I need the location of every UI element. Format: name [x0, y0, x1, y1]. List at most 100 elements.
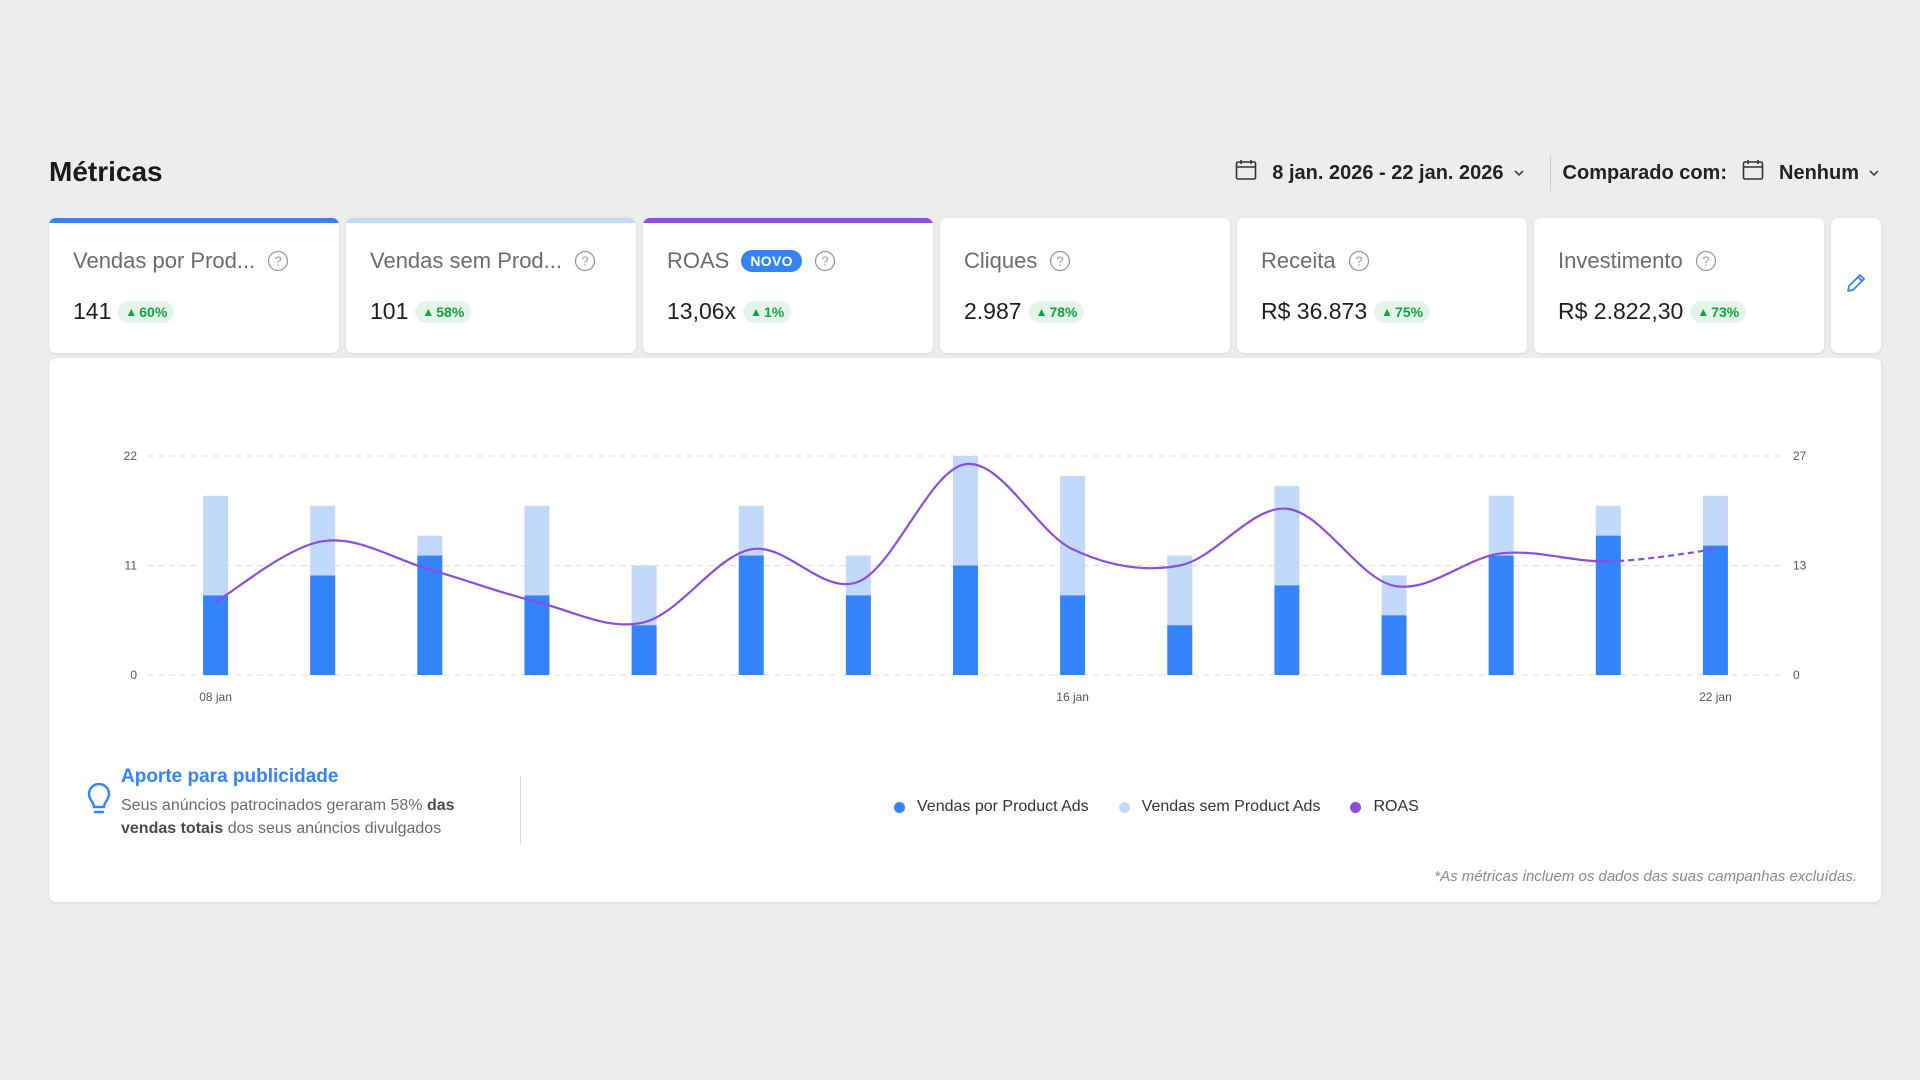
metric-card-cliques[interactable]: Cliques ? 2.987 ▲ 78% — [940, 218, 1230, 353]
y-left-tick-label: 0 — [130, 668, 137, 682]
chart-panel: 0 0 11 13 22 27 08 jan 16 jan 22 jan Aporte para… — [49, 358, 1881, 902]
card-value: 2.987 — [964, 298, 1022, 324]
legend-label: Vendas sem Product Ads — [1141, 798, 1321, 815]
arrow-up-icon: ▲ — [1035, 304, 1048, 319]
x-tick-label: 08 jan — [199, 690, 232, 704]
insight-text-part: dos seus anúncios divulgados — [223, 820, 442, 837]
svg-text:?: ? — [581, 254, 588, 269]
page-title: Métricas — [49, 156, 163, 187]
card-label-row: ROAS NOVO ? — [667, 248, 836, 274]
card-label-row: Vendas sem Prod... ? — [370, 248, 596, 274]
metric-card-investimento[interactable]: Investimento ? R$ 2.822,30 ▲ 73% — [1534, 218, 1824, 353]
new-badge: NOVO — [741, 250, 802, 272]
header-divider — [1549, 155, 1551, 191]
metric-card-receita[interactable]: Receita ? R$ 36.873 ▲ 75% — [1237, 218, 1527, 353]
delta-value: 60% — [139, 303, 168, 320]
legend-item-roas[interactable]: ROAS — [1350, 798, 1419, 816]
delta-value: 73% — [1711, 303, 1740, 320]
help-icon[interactable]: ? — [1348, 250, 1370, 272]
delta-value: 75% — [1395, 303, 1424, 320]
arrow-up-icon: ▲ — [422, 304, 435, 319]
bar-vendas-por-product-ads — [1381, 615, 1407, 675]
card-label: Investimento — [1558, 248, 1683, 273]
card-value: R$ 36.873 — [1261, 298, 1368, 324]
card-accent-bar — [346, 218, 636, 223]
insight-title[interactable]: Aporte para publicidade — [121, 766, 339, 787]
bar-vendas-sem-product-ads — [1488, 495, 1514, 556]
metrics-page: Métricas 8 jan. 2026 - 22 jan. 2026 Comp… — [49, 150, 1881, 902]
calendar-icon — [1741, 158, 1765, 188]
legend-label: Vendas por Product Ads — [917, 798, 1089, 815]
delta-value: 1% — [763, 303, 785, 320]
delta-value: 78% — [1049, 303, 1078, 320]
card-value-row: R$ 36.873 ▲ 75% — [1261, 298, 1431, 325]
arrow-up-icon: ▲ — [1697, 304, 1710, 319]
compare-control: Comparado com: Nenhum — [1563, 158, 1881, 188]
legend-label: ROAS — [1373, 798, 1419, 815]
bar-vendas-por-product-ads — [631, 625, 657, 675]
insight-text-bold: das vendas totais — [121, 797, 455, 837]
date-range-label: 8 jan. 2026 - 22 jan. 2026 — [1272, 161, 1504, 184]
chevron-down-icon — [1867, 166, 1881, 180]
legend-item-vendas-por-product-ads[interactable]: Vendas por Product Ads — [894, 798, 1089, 816]
lightbulb-icon — [85, 766, 121, 840]
bar-vendas-sem-product-ads — [1381, 575, 1407, 616]
card-label-row: Receita ? — [1261, 248, 1370, 274]
card-label: Cliques — [964, 248, 1038, 273]
card-label: Vendas por Prod... — [73, 248, 256, 273]
metric-card-vendas-por-product-ads[interactable]: Vendas por Prod... ? 141 ▲ 60% — [49, 218, 339, 353]
help-icon[interactable]: ? — [267, 250, 289, 272]
svg-text:?: ? — [1355, 254, 1362, 269]
help-icon[interactable]: ? — [814, 250, 836, 272]
compare-label: Comparado com: — [1562, 161, 1727, 184]
metrics-header: Métricas 8 jan. 2026 - 22 jan. 2026 Comp… — [49, 150, 1881, 196]
card-label: Receita — [1261, 248, 1336, 273]
delta-value: 58% — [436, 303, 465, 320]
bar-vendas-por-product-ads — [1167, 625, 1193, 675]
legend-item-vendas-sem-product-ads[interactable]: Vendas sem Product Ads — [1118, 798, 1321, 816]
help-icon[interactable]: ? — [1049, 250, 1071, 272]
svg-text:?: ? — [821, 254, 828, 269]
bar-vendas-por-product-ads — [1274, 585, 1300, 675]
bar-vendas-sem-product-ads — [631, 565, 657, 626]
calendar-icon — [1234, 158, 1258, 188]
bar-vendas-sem-product-ads — [203, 495, 229, 596]
card-label-row: Cliques ? — [964, 248, 1071, 274]
compare-select[interactable]: Nenhum — [1741, 158, 1881, 188]
chart-legend: Vendas por Product Ads Vendas sem Produc… — [894, 798, 1449, 816]
insight-text-part: Seus anúncios patrocinados geraram 58% — [121, 797, 427, 814]
insight-divider — [520, 776, 521, 844]
bar-vendas-por-product-ads — [738, 555, 764, 675]
y-left-tick-label: 11 — [125, 559, 138, 573]
bar-vendas-por-product-ads — [1702, 545, 1728, 675]
help-icon[interactable]: ? — [574, 250, 596, 272]
roas-line-projection — [1608, 548, 1716, 563]
y-right-tick-label: 27 — [1793, 449, 1807, 463]
y-left-tick-label: 22 — [124, 449, 138, 463]
date-range-picker[interactable]: 8 jan. 2026 - 22 jan. 2026 — [1234, 158, 1525, 188]
card-accent-bar — [643, 218, 933, 223]
x-tick-label: 22 jan — [1699, 690, 1732, 704]
metric-card-roas[interactable]: ROAS NOVO ? 13,06x ▲ 1% — [643, 218, 933, 353]
help-icon[interactable]: ? — [1695, 250, 1717, 272]
arrow-up-icon: ▲ — [125, 304, 138, 319]
card-value: 13,06x — [667, 298, 737, 324]
svg-text:?: ? — [1057, 254, 1064, 269]
bar-vendas-por-product-ads — [203, 595, 229, 675]
bar-vendas-sem-product-ads — [524, 505, 550, 596]
legend-dot — [894, 801, 905, 813]
bar-vendas-por-product-ads — [524, 595, 550, 675]
delta-badge: ▲ 78% — [1028, 300, 1085, 323]
edit-metrics-button[interactable] — [1831, 218, 1881, 353]
card-label-row: Investimento ? — [1558, 248, 1717, 274]
header-controls: 8 jan. 2026 - 22 jan. 2026 Comparado com… — [1234, 150, 1881, 196]
delta-badge: ▲ 73% — [1690, 300, 1747, 323]
card-value-row: R$ 2.822,30 ▲ 73% — [1558, 298, 1747, 325]
metric-card-vendas-sem-product-ads[interactable]: Vendas sem Prod... ? 101 ▲ 58% — [346, 218, 636, 353]
delta-badge: ▲ 60% — [118, 300, 175, 323]
x-tick-label: 16 jan — [1056, 690, 1089, 704]
card-value-row: 13,06x ▲ 1% — [667, 298, 792, 325]
card-label: Vendas sem Prod... — [370, 248, 562, 273]
legend-dot — [1118, 801, 1130, 813]
bar-vendas-por-product-ads — [310, 575, 336, 675]
